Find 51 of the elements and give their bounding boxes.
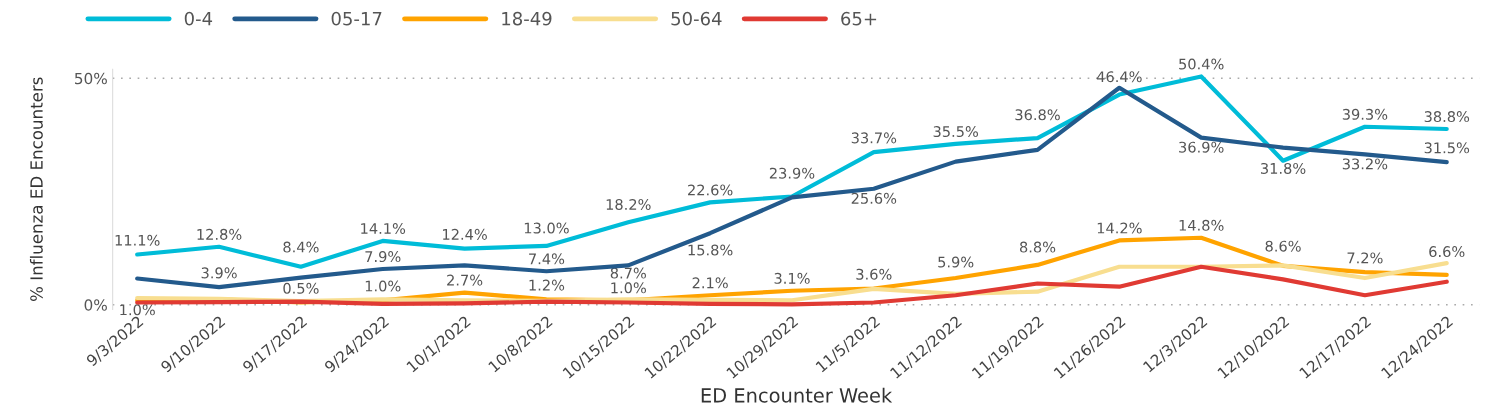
legend-label: 0-4	[184, 11, 213, 26]
data-label: 8.6%	[1265, 240, 1301, 252]
legend-label: 18-49	[502, 11, 552, 26]
data-label: 8.4%	[283, 241, 319, 253]
data-label: 7.9%	[365, 251, 401, 263]
data-label: 6.6%	[1429, 246, 1465, 258]
data-label: 31.8%	[1260, 162, 1306, 174]
data-label: 33.7%	[851, 132, 897, 144]
data-label: 7.4%	[529, 253, 565, 265]
data-label: 46.4%	[1096, 71, 1142, 83]
legend-label: 50-64	[671, 11, 722, 26]
data-label: 2.7%	[447, 274, 483, 286]
data-label: 39.3%	[1342, 108, 1388, 120]
data-label: 1.0%	[365, 280, 401, 292]
data-label: 25.6%	[851, 192, 897, 204]
y-axis-title: % Influenza ED Encounters	[29, 77, 43, 301]
data-label: 31.5%	[1424, 142, 1470, 154]
data-label: 36.9%	[1179, 141, 1224, 153]
data-label: 23.9%	[769, 167, 815, 179]
data-label: 18.2%	[606, 198, 651, 210]
legend-label: 05-17	[331, 11, 382, 26]
data-label: 5.9%	[938, 256, 974, 268]
x-axis-title: ED Encounter Week	[701, 387, 893, 403]
legend-label: 65+	[841, 11, 877, 26]
data-label: 0.5%	[283, 282, 319, 294]
data-label: 35.5%	[933, 126, 979, 138]
data-label: 7.2%	[1347, 252, 1383, 264]
data-label: 11.1%	[115, 234, 160, 246]
data-label: 14.8%	[1179, 219, 1224, 231]
data-label: 14.1%	[361, 222, 406, 234]
data-label: 13.0%	[524, 222, 569, 234]
data-label: 12.4%	[443, 228, 487, 240]
data-label: 50.4%	[1179, 58, 1224, 70]
y-tick-label: 0%	[84, 299, 107, 311]
data-label: 1.0%	[611, 282, 646, 294]
data-label: 3.9%	[201, 267, 237, 279]
data-label: 33.2%	[1342, 158, 1388, 170]
data-label: 1.2%	[529, 279, 565, 291]
data-label: 14.2%	[1097, 222, 1142, 234]
data-label: 22.6%	[688, 184, 733, 196]
data-label: 3.6%	[856, 268, 892, 280]
data-label: 12.8%	[197, 228, 242, 240]
data-label: 36.8%	[1015, 109, 1060, 121]
data-label: 8.8%	[1019, 241, 1056, 253]
data-label: 8.7%	[610, 267, 646, 279]
data-label: 15.8%	[688, 244, 733, 256]
data-label: 1.0%	[120, 304, 155, 316]
data-label: 38.8%	[1424, 111, 1470, 123]
y-tick-label: 50%	[75, 72, 107, 85]
data-label: 3.1%	[774, 272, 810, 284]
data-label: 2.1%	[692, 277, 728, 289]
